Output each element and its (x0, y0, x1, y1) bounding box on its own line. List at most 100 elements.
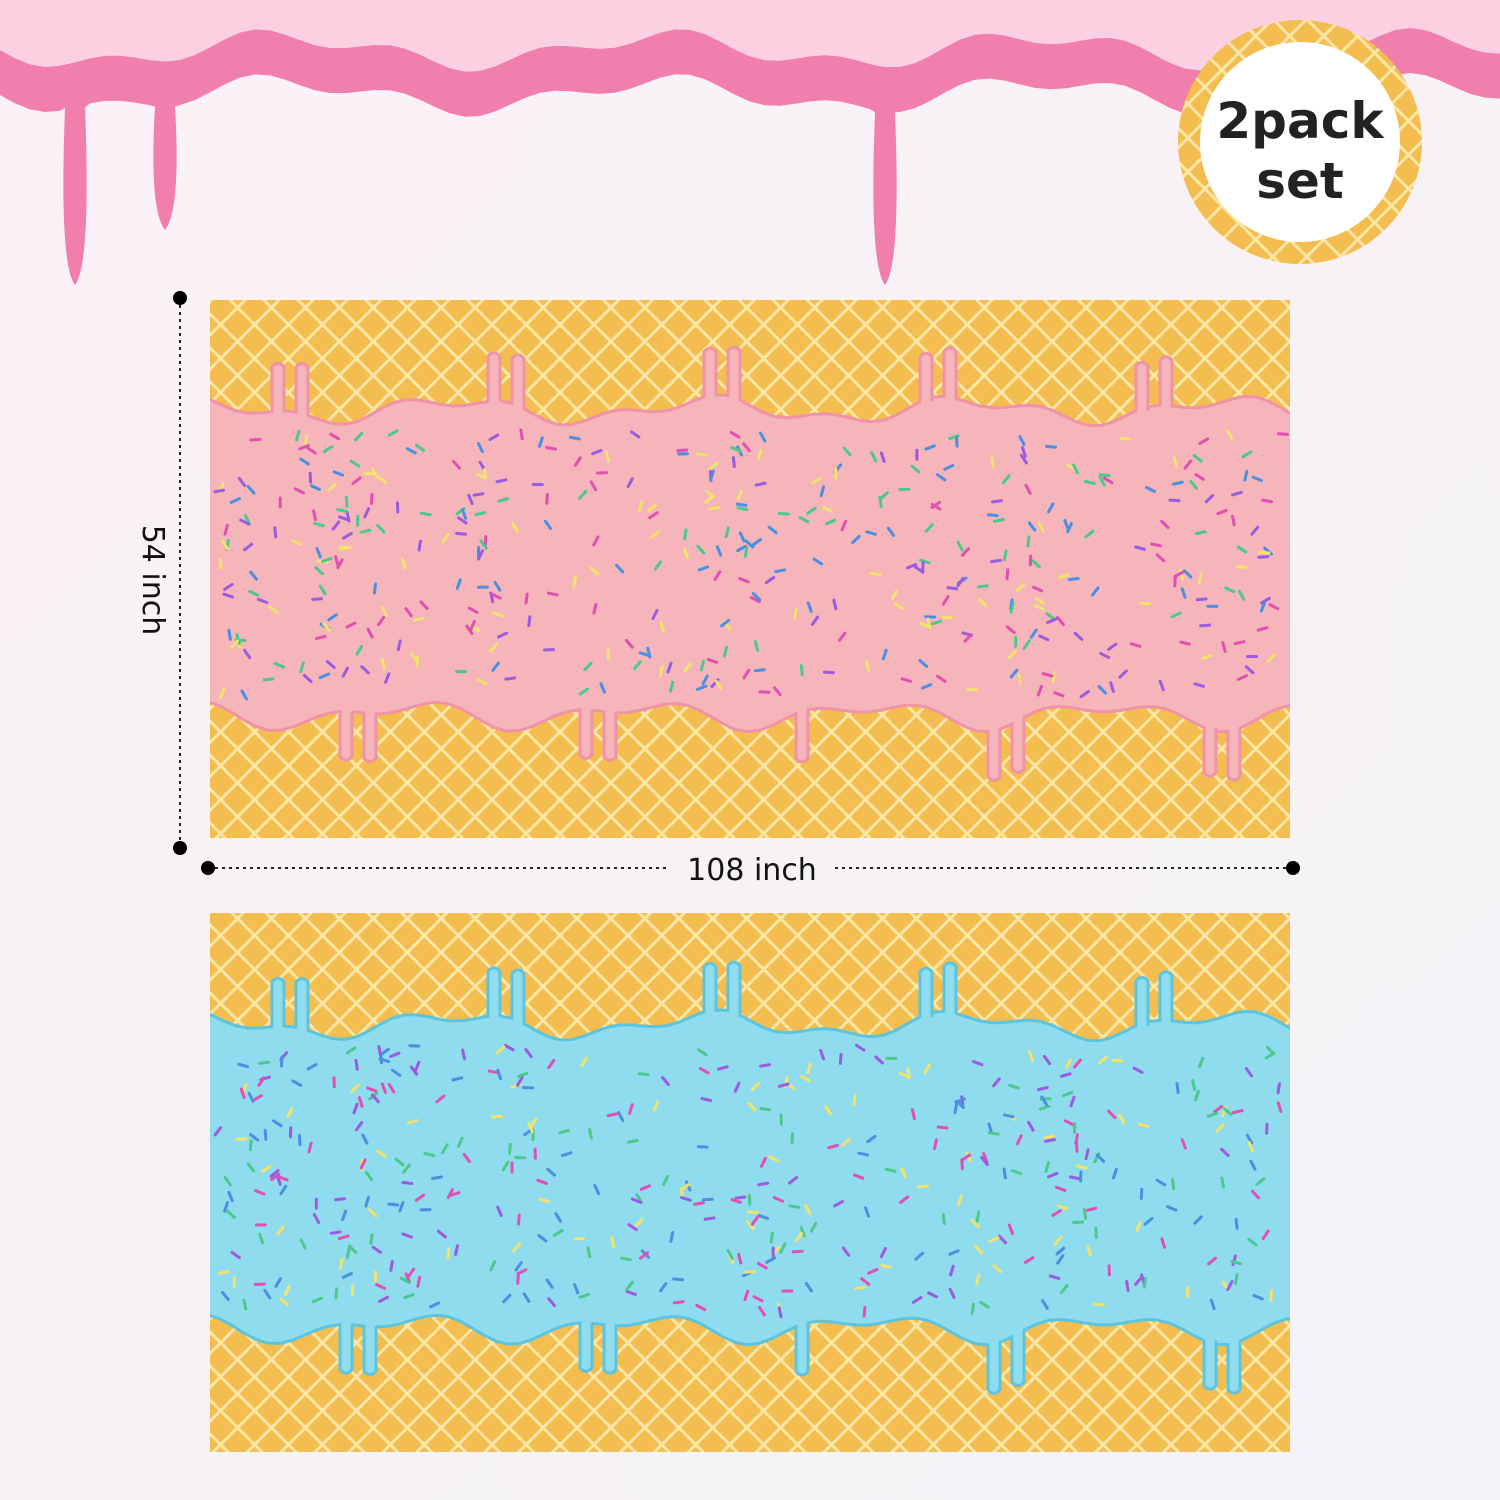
sprinkle (492, 611, 504, 618)
sprinkle (1250, 525, 1260, 536)
sprinkle (870, 451, 878, 463)
sprinkle (1170, 611, 1182, 619)
sprinkle (401, 558, 407, 570)
sprinkle (258, 1060, 271, 1065)
sprinkle (701, 674, 709, 686)
sprinkle (1144, 485, 1157, 493)
sprinkle (838, 631, 847, 642)
sprinkle (1047, 1171, 1059, 1179)
sprinkle (495, 1045, 506, 1055)
sprinkle (1256, 626, 1269, 632)
sprinkle (744, 1269, 757, 1274)
sprinkle (736, 489, 744, 501)
sprinkle (1247, 1237, 1258, 1247)
sprinkle (508, 1142, 512, 1155)
sprinkle (693, 1201, 705, 1206)
sprinkle (979, 1300, 990, 1309)
sprinkle (318, 584, 327, 596)
sprinkle (1095, 1153, 1106, 1163)
sprinkle (1209, 1298, 1216, 1311)
sprinkle (658, 665, 664, 678)
sprinkle (930, 500, 941, 510)
sprinkle (417, 539, 422, 552)
sprinkle (1173, 570, 1185, 578)
sprinkle (572, 575, 578, 588)
sprinkle (378, 1057, 391, 1063)
sprinkle (683, 662, 693, 673)
sprinkle (1038, 1104, 1051, 1111)
sprinkle (879, 451, 886, 463)
sprinkle (218, 557, 223, 570)
sprinkle (441, 1143, 449, 1155)
sprinkle (736, 506, 749, 512)
sprinkle (516, 1272, 520, 1285)
height-label: 54 inch (135, 525, 170, 636)
sprinkle (911, 1295, 923, 1304)
sprinkle (955, 435, 959, 448)
sprinkle (926, 617, 932, 630)
sprinkle (1084, 1148, 1090, 1161)
sprinkle (240, 689, 248, 701)
sprinkle (327, 613, 338, 622)
sprinkle (431, 1175, 443, 1180)
sprinkle (672, 1300, 685, 1305)
sprinkle (1265, 1045, 1276, 1056)
sprinkle (992, 1264, 1003, 1274)
sprinkle (325, 660, 336, 669)
sprinkle (249, 1133, 260, 1142)
sprinkle (1107, 642, 1118, 651)
sprinkle (263, 1129, 268, 1141)
sprinkle (1236, 674, 1248, 681)
sprinkle (758, 1305, 766, 1317)
sprinkle (489, 642, 499, 653)
icing-highlight (0, 0, 1500, 72)
sprinkle (1261, 1229, 1270, 1241)
sprinkle (1091, 586, 1100, 597)
sprinkle (1259, 601, 1267, 613)
sprinkle (1191, 1079, 1197, 1091)
sprinkle (341, 666, 349, 678)
sprinkle (864, 659, 871, 672)
sprinkle (806, 1062, 812, 1075)
sprinkle (1064, 1058, 1073, 1070)
sprinkle (391, 1068, 402, 1077)
sprinkle (227, 628, 232, 641)
badge-line: set (1256, 152, 1344, 210)
sprinkle (990, 455, 995, 468)
sprinkle (736, 544, 748, 553)
sprinkle (759, 1063, 772, 1068)
sprinkle (683, 528, 688, 541)
sprinkle (406, 1118, 419, 1125)
sprinkle (659, 621, 665, 633)
sprinkle (312, 1213, 321, 1224)
sprinkle (476, 442, 484, 454)
sprinkle (910, 1108, 916, 1120)
sprinkle (269, 1169, 280, 1178)
sprinkle (630, 1197, 643, 1204)
sprinkle (765, 1256, 777, 1264)
sprinkle (314, 634, 327, 641)
sprinkle (819, 1048, 826, 1061)
sprinkle (637, 500, 644, 512)
sprinkle (1010, 1169, 1023, 1176)
sprinkle (898, 1195, 910, 1204)
sprinkle (455, 531, 468, 536)
sprinkle (213, 488, 226, 494)
sprinkle (1199, 623, 1212, 628)
sprinkle (475, 472, 487, 480)
sprinkle (730, 446, 742, 453)
sprinkle (299, 457, 310, 466)
sprinkle (416, 1275, 422, 1288)
sprinkle (349, 459, 361, 468)
sprinkle (592, 602, 598, 615)
sprinkle (714, 679, 723, 691)
sprinkle (1022, 639, 1031, 650)
sprinkle (239, 518, 251, 526)
sprinkle (879, 491, 889, 501)
sprinkle (1244, 1067, 1254, 1078)
sprinkle (1060, 1072, 1072, 1078)
sprinkle (237, 1062, 250, 1069)
sprinkle (345, 1046, 357, 1055)
sprinkle (1005, 568, 1010, 581)
